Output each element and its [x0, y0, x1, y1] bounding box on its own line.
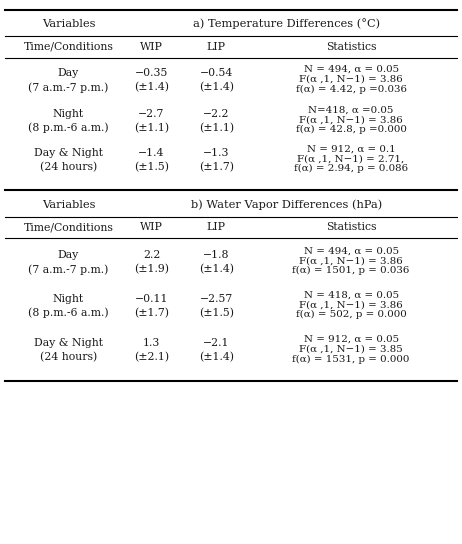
Text: −0.11: −0.11	[135, 294, 168, 304]
Text: a) Temperature Differences (°C): a) Temperature Differences (°C)	[193, 18, 380, 29]
Text: F(α ,1, N−1) = 3.85: F(α ,1, N−1) = 3.85	[299, 345, 403, 354]
Text: N = 418, α = 0.05: N = 418, α = 0.05	[304, 290, 399, 299]
Text: Day & Night: Day & Night	[34, 148, 103, 158]
Text: −2.2: −2.2	[203, 109, 230, 119]
Text: −2.7: −2.7	[138, 109, 165, 119]
Text: (±1.5): (±1.5)	[199, 308, 234, 318]
Text: F(α ,1, N−1) = 2.71,: F(α ,1, N−1) = 2.71,	[298, 154, 405, 163]
Text: 1.3: 1.3	[143, 338, 160, 348]
Text: F(α ,1, N−1) = 3.86: F(α ,1, N−1) = 3.86	[299, 115, 403, 124]
Text: (±1.1): (±1.1)	[199, 123, 234, 133]
Text: −1.3: −1.3	[203, 148, 230, 158]
Text: (8 p.m.-6 a.m.): (8 p.m.-6 a.m.)	[28, 307, 109, 318]
Text: N = 912, α = 0.05: N = 912, α = 0.05	[304, 335, 399, 344]
Text: (±1.4): (±1.4)	[199, 353, 234, 362]
Text: (±1.1): (±1.1)	[134, 123, 169, 133]
Text: LIP: LIP	[207, 222, 226, 232]
Text: (±1.7): (±1.7)	[199, 162, 234, 172]
Text: −0.54: −0.54	[200, 69, 233, 78]
Text: (±1.9): (±1.9)	[134, 264, 169, 274]
Text: N=418, α =0.05: N=418, α =0.05	[309, 106, 394, 114]
Text: Statistics: Statistics	[326, 222, 377, 232]
Text: Variables: Variables	[42, 19, 95, 29]
Text: F(α ,1, N−1) = 3.86: F(α ,1, N−1) = 3.86	[299, 75, 403, 84]
Text: Night: Night	[53, 109, 84, 119]
Text: F(α ,1, N−1) = 3.86: F(α ,1, N−1) = 3.86	[299, 257, 403, 265]
Text: (7 a.m.-7 p.m.): (7 a.m.-7 p.m.)	[28, 264, 109, 275]
Text: (±1.5): (±1.5)	[134, 162, 169, 172]
Text: N = 494, α = 0.05: N = 494, α = 0.05	[304, 65, 399, 74]
Text: (24 hours): (24 hours)	[40, 353, 97, 362]
Text: −1.4: −1.4	[138, 148, 165, 158]
Text: (7 a.m.-7 p.m.): (7 a.m.-7 p.m.)	[28, 82, 109, 93]
Text: (8 p.m.-6 a.m.): (8 p.m.-6 a.m.)	[28, 122, 109, 133]
Text: N = 494, α = 0.05: N = 494, α = 0.05	[304, 247, 399, 256]
Text: −2.57: −2.57	[200, 294, 233, 304]
Text: (±1.7): (±1.7)	[134, 308, 169, 318]
Text: LIP: LIP	[207, 42, 226, 52]
Text: WIP: WIP	[140, 42, 163, 52]
Text: −2.1: −2.1	[203, 338, 230, 348]
Text: −0.35: −0.35	[135, 69, 168, 78]
Text: Day: Day	[58, 250, 79, 260]
Text: (±1.4): (±1.4)	[199, 83, 234, 92]
Text: Time/Conditions: Time/Conditions	[24, 222, 113, 232]
Text: Day & Night: Day & Night	[34, 338, 103, 348]
Text: f(α) = 1531, p = 0.000: f(α) = 1531, p = 0.000	[292, 355, 410, 363]
Text: f(α) = 42.8, p =0.000: f(α) = 42.8, p =0.000	[296, 125, 407, 134]
Text: (±1.4): (±1.4)	[199, 264, 234, 274]
Text: Night: Night	[53, 294, 84, 304]
Text: Time/Conditions: Time/Conditions	[24, 42, 113, 52]
Text: f(α) = 1501, p = 0.036: f(α) = 1501, p = 0.036	[292, 267, 410, 275]
Text: f(α) = 502, p = 0.000: f(α) = 502, p = 0.000	[296, 310, 407, 319]
Text: Day: Day	[58, 69, 79, 78]
Text: WIP: WIP	[140, 222, 163, 232]
Text: 2.2: 2.2	[143, 250, 160, 260]
Text: (±2.1): (±2.1)	[134, 353, 169, 362]
Text: f(α) = 4.42, p =0.036: f(α) = 4.42, p =0.036	[296, 85, 407, 94]
Text: b) Water Vapor Differences (hPa): b) Water Vapor Differences (hPa)	[191, 199, 382, 210]
Text: −1.8: −1.8	[203, 250, 230, 260]
Text: F(α ,1, N−1) = 3.86: F(α ,1, N−1) = 3.86	[299, 300, 403, 309]
Text: Variables: Variables	[42, 200, 95, 209]
Text: (±1.4): (±1.4)	[134, 83, 169, 92]
Text: N = 912, α = 0.1: N = 912, α = 0.1	[307, 145, 395, 153]
Text: Statistics: Statistics	[326, 42, 377, 52]
Text: f(α) = 2.94, p = 0.086: f(α) = 2.94, p = 0.086	[294, 164, 408, 173]
Text: (24 hours): (24 hours)	[40, 162, 97, 172]
